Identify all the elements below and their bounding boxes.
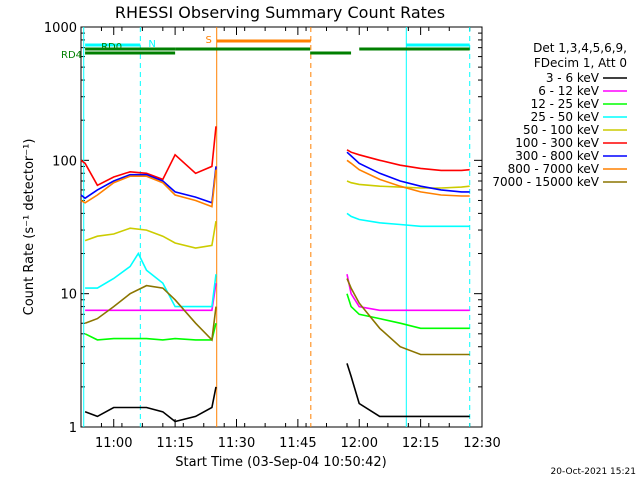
flag-label: S bbox=[206, 35, 212, 46]
series-line bbox=[84, 386, 217, 423]
x-axis-label: Start Time (03-Sep-04 10:50:42) bbox=[175, 455, 386, 470]
flag-label: RD0 bbox=[101, 42, 122, 53]
y-axis-label: Count Rate (s⁻¹ detector⁻¹) bbox=[22, 139, 37, 316]
data-series bbox=[80, 126, 470, 423]
legend-label: 25 - 50 keV bbox=[531, 110, 600, 124]
x-tick-label: 11:30 bbox=[218, 436, 255, 451]
x-tick-label: 12:15 bbox=[402, 436, 439, 451]
y-tick-label: 10 bbox=[60, 288, 77, 303]
series-line bbox=[80, 126, 217, 187]
x-tick-label: 11:00 bbox=[95, 436, 132, 451]
series-line bbox=[346, 149, 470, 172]
series-line bbox=[346, 180, 470, 189]
plot-frame bbox=[80, 26, 483, 428]
legend-header: FDecim 1, Att 0 bbox=[534, 56, 627, 70]
series-line bbox=[84, 220, 217, 249]
flag-bars: N S RD0 RD4 bbox=[61, 35, 470, 61]
marker-lines bbox=[83, 27, 471, 427]
series-line bbox=[346, 293, 470, 330]
series-line bbox=[84, 284, 217, 342]
series-line bbox=[85, 251, 217, 308]
x-tick-label: 11:45 bbox=[279, 436, 316, 451]
x-tick-label: 12:30 bbox=[463, 436, 500, 451]
series-line bbox=[85, 282, 217, 312]
series-line bbox=[84, 323, 217, 341]
legend-label: 7000 - 15000 keV bbox=[492, 175, 599, 189]
y-tick-label: 1000 bbox=[44, 21, 77, 36]
y-tick-label: 100 bbox=[52, 154, 77, 169]
series-line bbox=[80, 166, 217, 204]
series-line bbox=[346, 278, 470, 356]
flag-label: N bbox=[148, 39, 155, 50]
flag-label: RD4 bbox=[61, 50, 82, 61]
x-tick-label: 11:15 bbox=[156, 436, 193, 451]
legend-label: 3 - 6 keV bbox=[546, 71, 600, 85]
legend-label: 12 - 25 keV bbox=[531, 97, 600, 111]
series-line bbox=[346, 274, 470, 312]
timestamp: 20-Oct-2021 15:21 bbox=[551, 467, 636, 477]
x-tick-label: 12:00 bbox=[341, 436, 378, 451]
series-line bbox=[346, 363, 470, 418]
legend-label: 50 - 100 keV bbox=[523, 123, 600, 137]
legend-label: 100 - 300 keV bbox=[515, 136, 599, 150]
legend-label: 6 - 12 keV bbox=[538, 84, 600, 98]
series-line bbox=[346, 151, 470, 193]
series-line bbox=[80, 169, 217, 208]
series-line bbox=[346, 159, 470, 197]
legend-label: 300 - 800 keV bbox=[515, 149, 599, 163]
legend-header: Det 1,3,4,5,6,9, bbox=[533, 41, 627, 55]
axis-ticks: 11:00 11:15 11:30 11:45 12:00 12:15 12:30 1 10 10… bbox=[44, 21, 501, 451]
y-tick-label: 1 bbox=[69, 421, 77, 436]
legend: Det 1,3,4,5,6,9,FDecim 1, Att 03 - 6 keV… bbox=[492, 41, 627, 189]
legend-label: 800 - 7000 keV bbox=[508, 162, 600, 176]
chart-title: RHESSI Observing Summary Count Rates bbox=[115, 3, 445, 22]
series-line bbox=[346, 212, 470, 228]
